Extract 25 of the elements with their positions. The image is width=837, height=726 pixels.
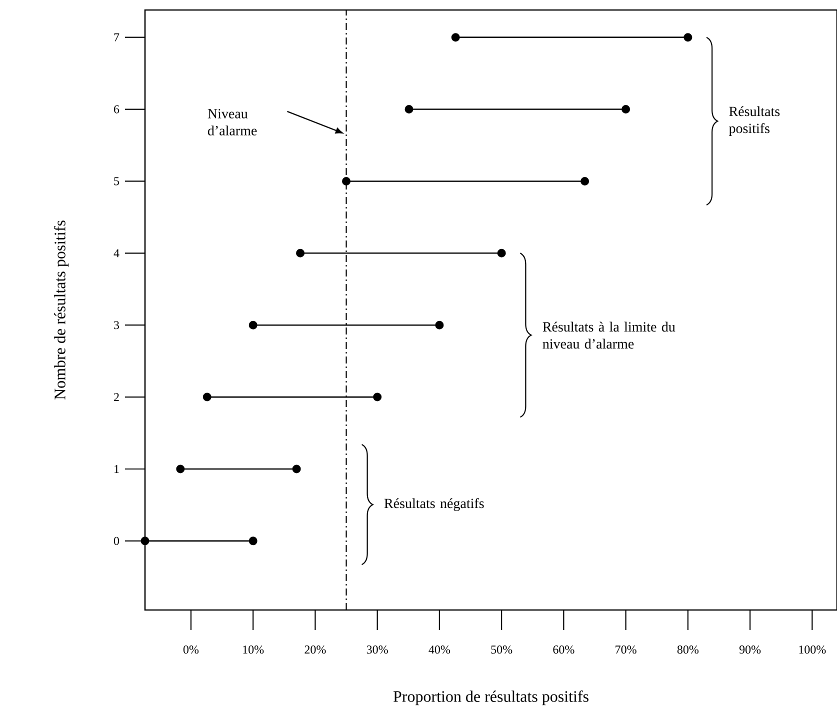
x-tick-label: 10%: [243, 646, 264, 654]
x-tick-label: 70%: [616, 646, 636, 654]
x-tick-label: 30%: [366, 646, 388, 654]
x-tick-label: 0%: [183, 646, 199, 654]
x-tick-label: 20%: [304, 646, 326, 654]
y-tick-label: 5: [114, 177, 120, 186]
y-axis-title: Nombre de résultats positifs: [54, 220, 69, 400]
x-tick-label: 80%: [677, 646, 699, 654]
annotation: Résultats négatifs: [384, 498, 484, 512]
x-axis-title: Proportion de résultats positifs: [393, 690, 588, 706]
x-tick-label: 50%: [491, 646, 512, 654]
y-tick-label: 0: [114, 536, 120, 545]
y-tick-label: 6: [114, 105, 120, 114]
annotation: Résultats positifs: [728, 106, 780, 136]
y-tick-label: 7: [114, 33, 120, 42]
y-tick-label: 4: [114, 249, 120, 258]
x-tick-label: 90%: [739, 646, 761, 654]
y-tick-label: 2: [114, 393, 119, 402]
x-tick-label: 60%: [553, 646, 574, 654]
annotation: Résultats à la limite du niveau d’alarme: [542, 322, 676, 349]
y-tick-label: 1: [114, 465, 119, 473]
x-tick-label: 100%: [799, 646, 826, 654]
x-tick-label: 40%: [428, 646, 450, 654]
y-tick-label: 3: [114, 321, 120, 330]
ref-line-label: Niveau d’alarme: [208, 109, 257, 136]
